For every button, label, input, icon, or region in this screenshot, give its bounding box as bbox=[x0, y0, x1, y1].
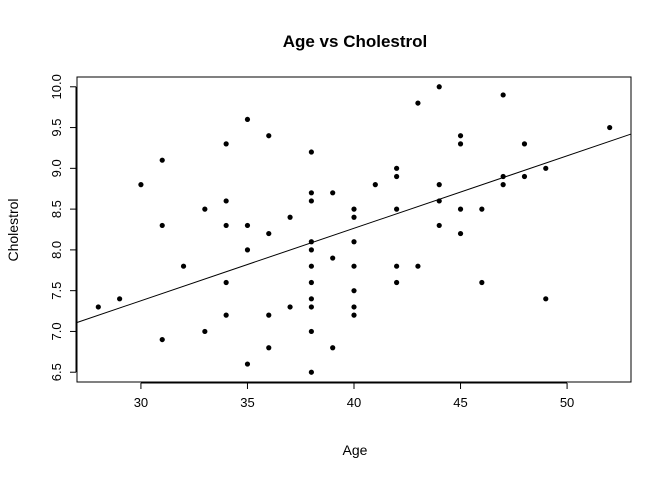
y-tick-label: 9.5 bbox=[49, 119, 64, 137]
data-point bbox=[180, 263, 187, 269]
data-point bbox=[351, 304, 357, 310]
data-point bbox=[330, 255, 336, 261]
data-point bbox=[457, 141, 464, 147]
data-point bbox=[351, 312, 357, 318]
points-layer bbox=[95, 84, 613, 375]
data-point bbox=[500, 173, 506, 180]
data-point bbox=[117, 296, 123, 302]
x-tick-label: 30 bbox=[134, 395, 148, 410]
data-point bbox=[287, 304, 293, 310]
data-point bbox=[308, 247, 314, 253]
y-tick-label: 7.0 bbox=[49, 322, 64, 340]
y-tick-label: 8.0 bbox=[49, 241, 64, 259]
data-point bbox=[308, 369, 314, 375]
data-point bbox=[330, 345, 336, 351]
data-point bbox=[543, 296, 549, 302]
data-point bbox=[308, 239, 314, 245]
data-point bbox=[308, 304, 314, 310]
data-point bbox=[202, 206, 208, 212]
data-point bbox=[244, 247, 251, 253]
plot-area-border bbox=[76, 76, 632, 383]
data-point bbox=[244, 222, 251, 229]
data-point bbox=[159, 157, 165, 163]
x-tick-label: 40 bbox=[347, 395, 361, 410]
y-tick-label: 9.0 bbox=[49, 159, 64, 177]
data-point bbox=[351, 263, 357, 269]
data-point bbox=[351, 206, 357, 212]
data-point bbox=[266, 312, 272, 318]
x-axis-label: Age bbox=[343, 442, 368, 458]
y-axis-label: Cholestrol bbox=[5, 198, 21, 261]
data-point bbox=[223, 141, 229, 147]
data-point bbox=[394, 263, 400, 269]
data-point bbox=[415, 100, 421, 106]
data-point bbox=[436, 84, 442, 90]
regression-line bbox=[76, 133, 632, 323]
data-point bbox=[159, 222, 165, 229]
data-point bbox=[330, 190, 336, 196]
data-point bbox=[351, 239, 357, 245]
data-point bbox=[479, 279, 485, 286]
data-point bbox=[308, 190, 314, 196]
data-point bbox=[223, 312, 229, 318]
data-point bbox=[394, 279, 400, 286]
data-point bbox=[351, 214, 357, 220]
data-point bbox=[308, 296, 314, 302]
data-point bbox=[394, 206, 400, 212]
data-point bbox=[223, 279, 229, 286]
data-point bbox=[394, 173, 400, 180]
regression-layer bbox=[76, 133, 632, 323]
data-point bbox=[479, 206, 485, 212]
data-point bbox=[266, 230, 272, 237]
data-point bbox=[500, 92, 506, 98]
data-point bbox=[415, 263, 421, 269]
data-point bbox=[457, 206, 464, 212]
data-point bbox=[607, 124, 613, 131]
data-point bbox=[457, 230, 464, 237]
data-point bbox=[521, 173, 528, 180]
data-point bbox=[266, 133, 272, 139]
data-point bbox=[244, 361, 251, 367]
x-tick-label: 35 bbox=[240, 395, 254, 410]
x-tick-label: 45 bbox=[453, 395, 467, 410]
y-tick-label: 7.5 bbox=[49, 282, 64, 300]
y-tick-label: 6.5 bbox=[49, 363, 64, 381]
data-point bbox=[308, 279, 314, 286]
data-point bbox=[351, 288, 357, 294]
data-point bbox=[159, 336, 165, 343]
y-tick-label: 8.5 bbox=[49, 200, 64, 218]
data-point bbox=[436, 198, 442, 204]
data-point bbox=[95, 304, 101, 310]
data-point bbox=[372, 182, 378, 188]
data-point bbox=[223, 222, 229, 229]
data-point bbox=[308, 328, 314, 335]
y-tick-label: 10.0 bbox=[49, 74, 64, 99]
data-point bbox=[436, 222, 442, 229]
data-point bbox=[436, 182, 442, 188]
x-tick-label: 50 bbox=[560, 395, 574, 410]
data-point bbox=[308, 263, 314, 269]
data-point bbox=[287, 214, 293, 220]
data-point bbox=[500, 182, 506, 188]
y-axis: 6.5 7.0 7.5 8.0 8.5 9.0 9.5 10.0 bbox=[49, 74, 77, 381]
data-point bbox=[266, 345, 272, 351]
data-point bbox=[543, 165, 549, 171]
data-point bbox=[202, 328, 208, 335]
data-point bbox=[308, 198, 314, 204]
data-point bbox=[244, 116, 251, 123]
data-point bbox=[457, 133, 464, 139]
chart-title: Age vs Cholestrol bbox=[283, 32, 428, 51]
data-point bbox=[138, 182, 144, 188]
data-point bbox=[308, 149, 314, 155]
data-point bbox=[223, 198, 229, 204]
data-point bbox=[394, 165, 400, 171]
x-axis: 30 35 40 45 50 bbox=[134, 382, 574, 410]
data-point bbox=[521, 141, 528, 147]
